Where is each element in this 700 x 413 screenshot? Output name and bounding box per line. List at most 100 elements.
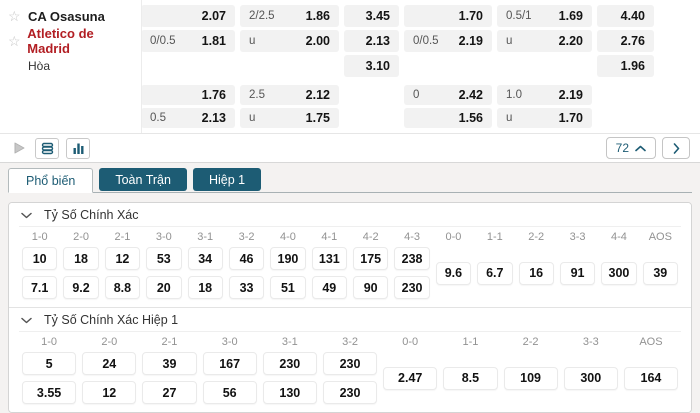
odds-cell[interactable]: 131: [311, 247, 347, 270]
section-header[interactable]: Tỷ Số Chính Xác Hiệp 1: [19, 311, 681, 332]
score-column: 1-0 5 3.55: [19, 334, 79, 404]
odds-cell[interactable]: 9.2: [63, 276, 99, 299]
odds-cell[interactable]: 49: [311, 276, 347, 299]
markets-count: 72: [615, 141, 629, 155]
odds-cell[interactable]: 109: [503, 366, 558, 390]
odds-cell[interactable]: 91: [559, 261, 596, 285]
odds-cell[interactable]: 0/0.5 1.81: [141, 30, 235, 52]
odds-cell[interactable]: 51: [270, 276, 306, 299]
section-header[interactable]: Tỷ Số Chính Xác: [19, 206, 681, 227]
odds-cell[interactable]: 2.47: [383, 366, 438, 390]
odds-cell[interactable]: 190: [270, 247, 306, 270]
odds-cell[interactable]: 18: [187, 276, 223, 299]
section-correct-score: Tỷ Số Chính Xác 1-0 10 7.1 2-0 18 9.2 2-1 12 8.8…: [9, 203, 691, 307]
odds-cell[interactable]: 175: [353, 247, 389, 270]
odds-cell[interactable]: u 1.70: [497, 108, 592, 128]
score-column: 2-1 39 27: [139, 334, 199, 404]
section-correct-score-first-half: Tỷ Số Chính Xác Hiệp 1 1-0 5 3.55 2-0 24 12 2-…: [9, 307, 691, 412]
odds-cell[interactable]: 1.70: [404, 5, 492, 27]
odds-cell[interactable]: 238: [394, 247, 430, 270]
odds-cell[interactable]: 130: [262, 381, 317, 404]
odds-cell[interactable]: 300: [601, 261, 637, 285]
tab-popular[interactable]: Phổ biến: [8, 168, 94, 193]
team-home: ☆ CA Osasuna: [8, 5, 136, 27]
score-cells: 39: [642, 247, 678, 299]
score-cells: 6.7: [477, 247, 513, 299]
score-cells: 230 130: [262, 352, 317, 404]
score-cells: 16: [518, 247, 554, 299]
stack-view-icon[interactable]: [35, 137, 59, 159]
odds-cell[interactable]: 10: [22, 247, 58, 270]
score-cells: 2.47: [383, 352, 438, 404]
odds-cell[interactable]: 230: [394, 276, 430, 299]
odds-cell[interactable]: 3.10: [344, 55, 399, 77]
score-column: 2-0 18 9.2: [60, 229, 101, 299]
next-button[interactable]: [662, 137, 690, 159]
odds-cell[interactable]: 230: [262, 352, 317, 375]
favorite-star-icon[interactable]: ☆: [8, 32, 21, 49]
odds-cell[interactable]: 0/0.5 2.19: [404, 30, 492, 52]
score-header: 3-2: [342, 336, 358, 348]
odds-cell[interactable]: 1.96: [597, 55, 654, 77]
odds-cell[interactable]: 3.55: [22, 381, 77, 404]
score-cells: 190 51: [270, 247, 306, 299]
odds-cell[interactable]: 164: [623, 366, 679, 390]
odds-cell[interactable]: 7.1: [22, 276, 58, 299]
odds-cell[interactable]: 27: [142, 381, 197, 404]
odds-cell[interactable]: 16: [518, 261, 554, 285]
score-column: 3-1 230 130: [260, 334, 320, 404]
odds-cell[interactable]: 39: [142, 352, 197, 375]
market-tabs: Phổ biến Toàn Trận Hiệp 1: [8, 168, 692, 193]
odds-cell[interactable]: 4.40: [597, 5, 654, 27]
odds-cell[interactable]: 2.76: [597, 30, 654, 52]
odds-cell[interactable]: 2/2.5 1.86: [240, 5, 339, 27]
odds-cell[interactable]: 24: [82, 352, 137, 375]
odds-cell[interactable]: 230: [322, 381, 378, 404]
odds-cell[interactable]: u 1.75: [240, 108, 339, 128]
odds-cell[interactable]: 230: [322, 352, 378, 375]
odds-cell[interactable]: 56: [202, 381, 257, 404]
score-cells: 300: [601, 247, 637, 299]
tab-full-match[interactable]: Toàn Trận: [99, 168, 187, 191]
odds-cell[interactable]: 6.7: [477, 261, 513, 285]
odds-cell[interactable]: 0 2.42: [404, 85, 492, 105]
bar-chart-icon[interactable]: [66, 137, 90, 159]
odds-cell[interactable]: 5: [22, 352, 77, 375]
odds-cell[interactable]: u 2.00: [240, 30, 339, 52]
odds-cell[interactable]: 8.5: [443, 366, 498, 390]
odds-cell[interactable]: 46: [228, 247, 265, 270]
odds-cell[interactable]: 2.5 2.12: [240, 85, 339, 105]
odds-cell[interactable]: 9.6: [435, 261, 472, 285]
odds-cell[interactable]: 3.45: [344, 5, 399, 27]
odds-cell[interactable]: 34: [187, 247, 223, 270]
favorite-star-icon[interactable]: ☆: [8, 7, 21, 24]
odds-cell[interactable]: 18: [63, 247, 99, 270]
tab-first-half[interactable]: Hiệp 1: [192, 168, 262, 191]
odds-cell[interactable]: 2.07: [141, 5, 235, 27]
odds-cell[interactable]: 12: [104, 247, 141, 270]
odds-cell[interactable]: 167: [202, 352, 257, 375]
odds-cell[interactable]: 90: [353, 276, 389, 299]
score-header: 4-0: [279, 231, 296, 243]
odds-cell[interactable]: u 2.20: [497, 30, 592, 52]
odds-cell[interactable]: 2.13: [344, 30, 399, 52]
play-icon[interactable]: [10, 139, 28, 157]
odds-cell[interactable]: 1.76: [141, 85, 235, 105]
score-cells: 18 9.2: [63, 247, 99, 299]
odds-cell[interactable]: 53: [146, 247, 182, 270]
odds-cell[interactable]: 0.5/1 1.69: [497, 5, 592, 27]
odds-cell[interactable]: 39: [642, 261, 678, 285]
score-cells: 91: [559, 247, 596, 299]
odds-cell[interactable]: 12: [82, 381, 137, 404]
draw-row-label-wrap: Hòa: [8, 55, 136, 77]
odds-cell[interactable]: 1.0 2.19: [497, 85, 592, 105]
odds-cell[interactable]: 20: [146, 276, 182, 299]
odds-cell[interactable]: 1.56: [404, 108, 492, 128]
odds-cell[interactable]: 300: [563, 366, 618, 390]
odds-cell[interactable]: 33: [228, 276, 265, 299]
score-cells: 8.5: [443, 352, 498, 404]
odds-cell[interactable]: 8.8: [104, 276, 141, 299]
markets-count-collapse-button[interactable]: 72: [605, 137, 656, 159]
odds-cell[interactable]: 0.5 2.13: [141, 108, 235, 128]
score-header: 3-2: [238, 231, 255, 243]
